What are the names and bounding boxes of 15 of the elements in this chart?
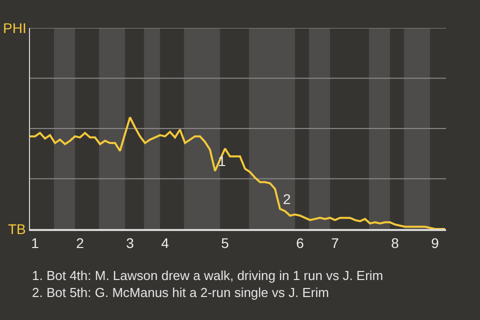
x-tick-label: 4 <box>161 234 170 251</box>
x-tick-label: 6 <box>296 234 304 251</box>
x-tick-label: 8 <box>391 234 400 251</box>
text: TB <box>8 221 26 237</box>
x-tick-label: 1 <box>31 234 40 251</box>
text: PHI <box>3 20 26 36</box>
annotation: 1 <box>218 153 226 169</box>
x-tick-label: 5 <box>221 234 230 251</box>
x-tick-label: 3 <box>126 234 134 251</box>
annotation: 2 <box>283 191 291 207</box>
text: 1. Bot 4th: M. Lawson drew a walk, driving in 1 run vs J. Erim <box>32 268 384 283</box>
x-tick-label: 7 <box>331 234 340 251</box>
text: 2. Bot 5th: G. McManus hit a 2-run single vs J. Erim <box>32 285 329 300</box>
x-tick-label: 9 <box>431 234 440 251</box>
x-tick-label: 2 <box>76 234 84 251</box>
